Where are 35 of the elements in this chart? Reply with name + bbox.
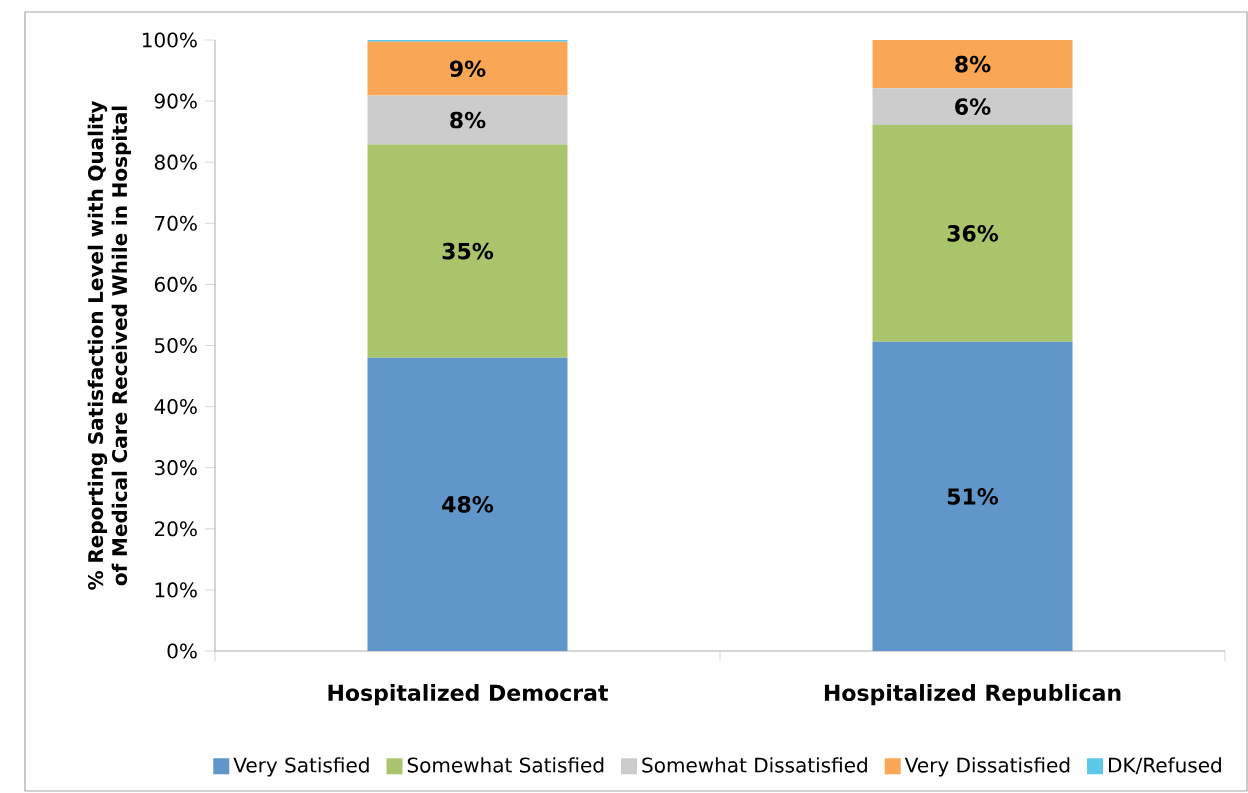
y-tick-label: 70% <box>155 215 197 231</box>
y-tick-label: 20% <box>154 521 197 537</box>
legend-label: Somewhat Satisfied <box>407 757 604 773</box>
y-tick-label: 0% <box>167 643 197 659</box>
legend-label: Very Dissatisfied <box>904 757 1070 777</box>
data-label: 35% <box>442 242 494 260</box>
bar <box>872 88 1073 125</box>
y-tick-label: 10% <box>155 582 197 598</box>
y-tick-label: 80% <box>154 154 197 170</box>
data-label: 8% <box>450 111 486 129</box>
y-axis-title: % Reporting Satisfaction Level with Quality of Medical Care Received While in Hospital <box>87 100 132 590</box>
legend-label: Somewhat Dissatisfied <box>642 757 867 773</box>
legend-label: DK/Refused <box>1109 757 1221 775</box>
bar <box>367 41 568 96</box>
data-label: 8% <box>955 55 991 73</box>
y-tick-label: 90% <box>154 93 197 109</box>
data-label: 9% <box>449 60 486 78</box>
bar <box>367 95 568 145</box>
data-label: 48% <box>442 496 494 513</box>
bar <box>872 341 1073 651</box>
bar <box>367 357 568 651</box>
bar <box>367 144 568 358</box>
bar <box>872 124 1073 342</box>
y-tick-label: 50% <box>155 337 197 354</box>
legend-label: Very Satisfied <box>233 757 369 777</box>
y-tick-label: 60% <box>154 276 197 292</box>
data-label: 36% <box>947 225 999 242</box>
x-tick-label: Hospitalized Democrat <box>328 684 608 706</box>
data-label: 6% <box>955 98 991 115</box>
y-tick-label: 30% <box>155 460 197 476</box>
y-tick-label: 40% <box>154 399 197 415</box>
y-tick-label: 100% <box>142 32 197 48</box>
x-tick-label: Hospitalized Republican <box>824 684 1121 706</box>
data-label: 51% <box>947 488 999 505</box>
bar <box>872 39 1073 89</box>
